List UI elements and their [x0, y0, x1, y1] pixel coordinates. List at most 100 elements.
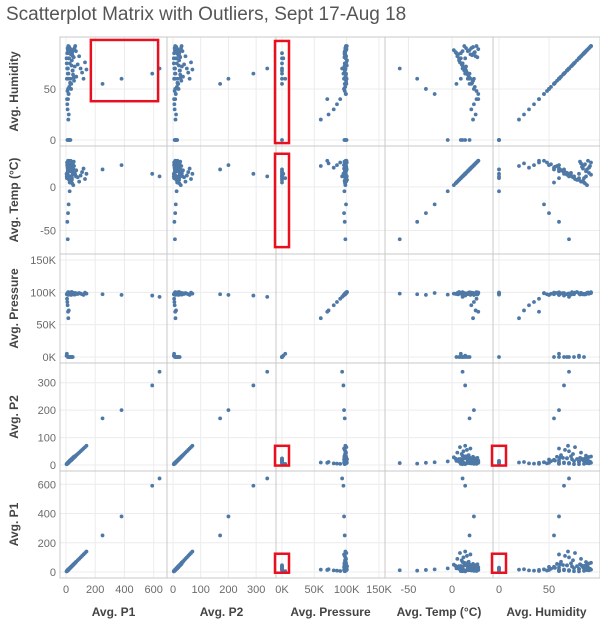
data-point	[265, 66, 270, 71]
data-point	[342, 81, 347, 86]
data-point	[497, 174, 501, 179]
data-point	[343, 181, 348, 186]
data-point	[582, 355, 586, 359]
data-point	[65, 107, 70, 112]
data-point	[83, 177, 87, 181]
data-point	[473, 112, 478, 117]
data-point	[251, 293, 256, 298]
data-point	[65, 303, 70, 308]
data-point	[119, 76, 124, 81]
data-point	[562, 567, 566, 572]
data-point	[338, 97, 343, 102]
data-point	[460, 49, 465, 54]
data-point	[77, 179, 82, 184]
data-point	[66, 71, 71, 76]
data-point	[280, 171, 284, 175]
outlier-highlight-box	[273, 552, 291, 574]
data-point	[465, 567, 470, 572]
data-point	[218, 81, 223, 86]
data-point	[472, 408, 476, 413]
data-point	[455, 450, 460, 455]
data-point	[555, 454, 559, 459]
data-point	[463, 549, 468, 554]
data-point	[343, 237, 348, 242]
data-point	[454, 564, 459, 569]
data-point	[180, 292, 185, 296]
data-point	[342, 416, 347, 421]
data-point	[174, 112, 178, 117]
data-point	[173, 237, 177, 242]
data-point	[458, 457, 463, 461]
data-point	[397, 291, 402, 296]
data-point	[119, 514, 124, 519]
data-point	[460, 476, 465, 481]
data-point	[184, 173, 189, 178]
data-point	[464, 355, 468, 359]
data-point	[475, 159, 480, 164]
data-point	[527, 568, 531, 573]
data-point	[562, 167, 566, 172]
data-point	[280, 174, 284, 179]
data-point	[342, 55, 347, 60]
data-point	[326, 112, 331, 117]
data-point	[81, 76, 86, 81]
data-point	[557, 163, 561, 167]
data-point	[562, 71, 566, 76]
data-point	[100, 81, 105, 86]
data-point	[557, 514, 561, 519]
y-tick-label: 50	[44, 84, 56, 96]
data-point	[338, 462, 343, 466]
data-point	[577, 171, 581, 176]
data-point	[75, 62, 80, 67]
data-point	[471, 316, 475, 321]
data-point	[226, 293, 231, 297]
data-point	[179, 44, 184, 48]
y-tick-label: 0	[50, 567, 56, 579]
data-point	[584, 49, 588, 54]
data-point	[472, 566, 477, 570]
matrix-cell-border	[166, 36, 277, 147]
data-point	[340, 294, 345, 299]
data-point	[178, 159, 183, 164]
data-point	[280, 81, 284, 86]
data-point	[522, 161, 526, 166]
x-axis-label: Avg. P1	[92, 605, 136, 619]
data-point	[326, 567, 331, 572]
data-point	[465, 448, 469, 452]
data-point	[424, 568, 428, 572]
data-point	[326, 460, 331, 464]
data-point	[119, 163, 124, 167]
data-point	[567, 555, 571, 560]
data-point	[180, 453, 185, 458]
data-point	[571, 558, 575, 563]
data-point	[344, 202, 348, 207]
data-point	[497, 138, 501, 142]
data-point	[517, 460, 521, 465]
data-point	[552, 81, 556, 86]
data-point	[68, 162, 72, 167]
data-point	[74, 560, 78, 564]
data-point	[583, 181, 587, 186]
y-axis-label: Avg. Temp (°C)	[7, 158, 21, 243]
data-point	[573, 445, 577, 450]
data-point	[280, 563, 284, 568]
data-point	[119, 408, 124, 413]
data-point	[176, 180, 181, 185]
data-point	[174, 189, 179, 194]
data-point	[557, 461, 561, 466]
data-point	[173, 97, 178, 102]
data-point	[584, 453, 588, 458]
data-point	[342, 219, 347, 224]
data-point	[80, 70, 84, 75]
data-point	[532, 300, 536, 304]
data-point	[344, 60, 349, 65]
data-point	[344, 138, 349, 142]
data-point	[81, 166, 86, 171]
data-point	[557, 76, 561, 81]
data-point	[547, 211, 551, 215]
data-point	[172, 219, 177, 224]
data-point	[226, 514, 231, 519]
data-point	[567, 174, 571, 179]
y-axis-label: Avg. Humidity	[7, 51, 21, 132]
data-point	[265, 369, 270, 374]
